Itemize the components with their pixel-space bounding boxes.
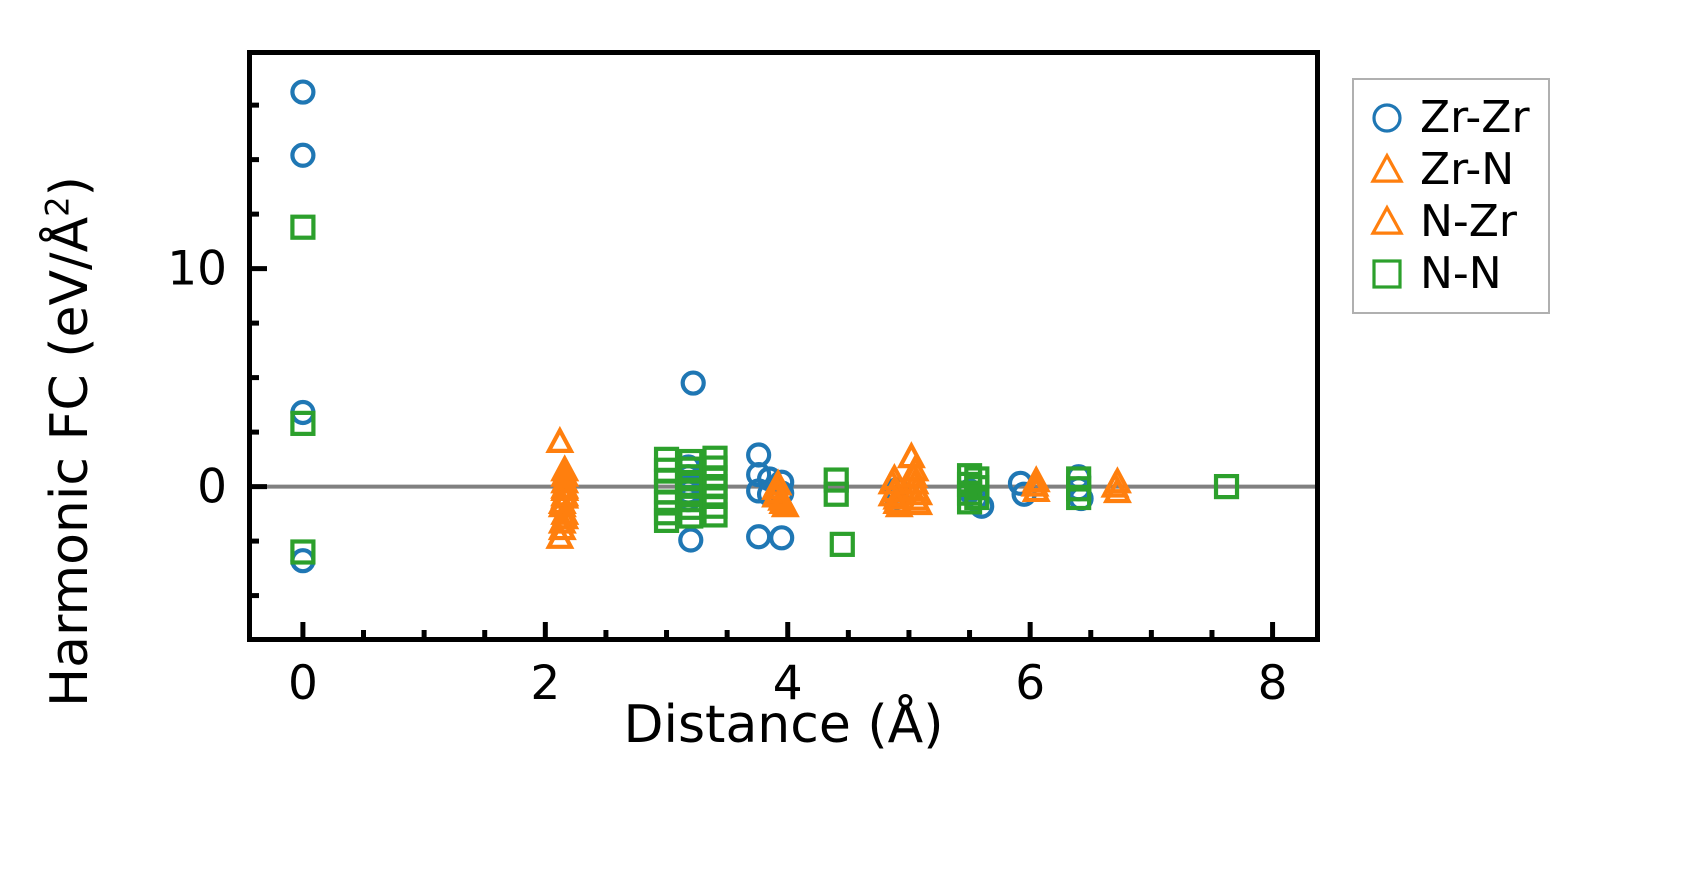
legend-box: Zr-Zr Zr-N N-Zr N-N [1352,78,1550,314]
data-point [882,486,912,515]
data-point [1066,484,1092,511]
y-tick-label: 0 [197,459,227,515]
data-point [901,473,931,501]
data-point [768,486,798,515]
legend-marker-glyph [1372,259,1402,289]
data-point [550,502,580,530]
data-point [829,531,855,557]
legend-entry-n-zr[interactable]: N-Zr [1364,196,1538,248]
x-axis-label: Distance (Å) [623,695,944,755]
series-n-zr [547,441,1130,541]
data-point [678,527,704,553]
legend-label: N-N [1420,248,1502,299]
data-point [550,466,580,494]
legend-label: Zr-Zr [1420,92,1530,143]
circle-marker-icon [1364,95,1410,141]
legend-marker-glyph [1372,103,1402,133]
y-tick-label: 10 [167,241,227,297]
data-point [769,525,795,551]
data-point [290,539,316,565]
data-point [680,370,706,396]
data-point [290,142,316,168]
data-point [823,481,849,507]
x-tick-label: 8 [1257,656,1288,711]
data-point [877,467,907,495]
data-point [1213,473,1240,500]
data-point [678,503,704,529]
data-point [964,484,990,511]
legend-entry-zr-zr[interactable]: Zr-Zr [1364,92,1538,144]
series-n-n [290,214,1240,565]
legend-marker-glyph [1370,152,1404,183]
x-tick-label: 6 [1015,656,1046,711]
data-point [761,472,791,500]
data-point [1100,470,1130,498]
data-point [823,467,849,493]
legend-entry-zr-n[interactable]: Zr-N [1364,144,1538,196]
triangle-marker-icon [1364,199,1410,245]
triangle-marker-icon [1364,147,1410,193]
legend-label: N-Zr [1420,196,1518,247]
data-point [547,513,577,541]
data-point [290,214,316,240]
plot-axes [247,50,1320,642]
legend-entry-n-n[interactable]: N-N [1364,248,1538,300]
data-point [290,410,316,436]
square-marker-icon [1364,251,1410,297]
x-tick-label: 2 [530,656,561,711]
data-point [1020,469,1050,497]
data-point [702,502,728,528]
x-tick-label: 4 [772,656,803,711]
data-point [290,79,316,105]
legend-marker-glyph [1370,204,1404,235]
legend-label: Zr-N [1420,144,1515,195]
data-point [901,483,931,511]
data-point [653,507,680,533]
data-point [545,425,575,453]
x-tick-label: 0 [287,656,318,711]
scatter-plot-svg [252,79,1315,574]
